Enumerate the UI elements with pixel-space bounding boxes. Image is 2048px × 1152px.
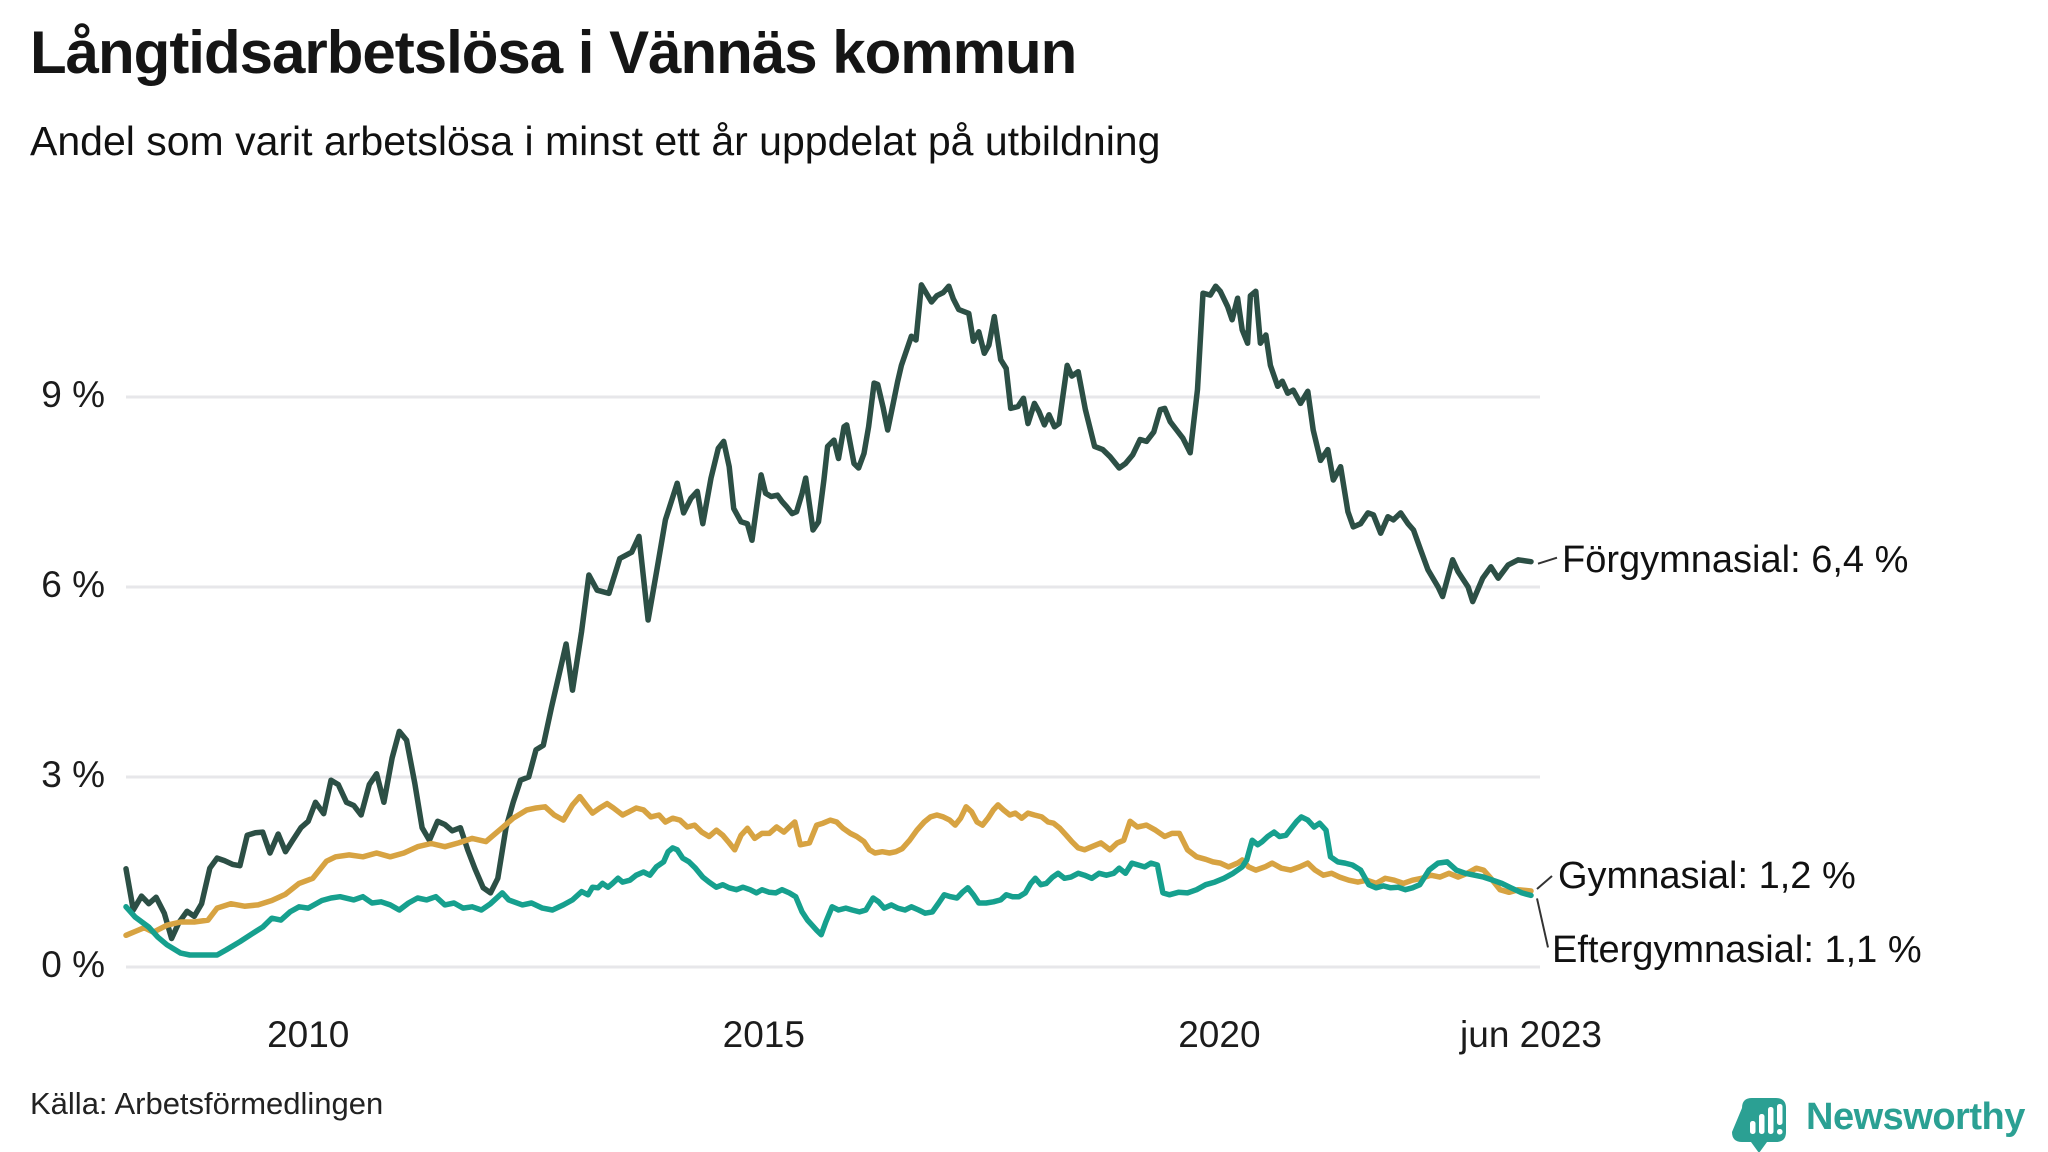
chart-title: Långtidsarbetslösa i Vännäs kommun [30, 19, 1077, 86]
y-tick-9: 9 % [41, 374, 105, 416]
connector-gymnasial [1536, 875, 1553, 890]
chart-subtitle: Andel som varit arbetslösa i minst ett å… [30, 118, 1161, 164]
line-förgymnasial [123, 282, 1534, 942]
line-gymnasial [123, 793, 1534, 939]
x-tick-2020: 2020 [1178, 1014, 1261, 1055]
y-tick-6: 6 % [41, 564, 105, 606]
x-tick-jun-2023: jun 2023 [1460, 1014, 1602, 1055]
annotation-gymnasial: Gymnasial: 1,2 % [1558, 855, 1856, 897]
annotation-eftergymnasial: Eftergymnasial: 1,1 % [1552, 929, 1922, 971]
x-tick-2015: 2015 [722, 1014, 805, 1055]
connector-forgymnasial [1537, 556, 1558, 565]
y-tick-3: 3 % [41, 754, 105, 795]
line-eftergymnasial [123, 814, 1534, 958]
annotation-forgymnasial: Förgymnasial: 6,4 % [1562, 539, 1909, 581]
annotation-connector-lines [1536, 556, 1558, 948]
y-tick-0: 0 % [41, 944, 105, 985]
newsworthy-wordmark: Newsworthy [1806, 1096, 2025, 1138]
x-tick-2010: 2010 [267, 1014, 350, 1055]
connector-eftergymnasial [1536, 898, 1549, 948]
series-lines [123, 282, 1534, 958]
newsworthy-logo-icon [1732, 1098, 1786, 1152]
gridlines [126, 395, 1540, 969]
source-note: Källa: Arbetsförmedlingen [30, 1086, 384, 1121]
